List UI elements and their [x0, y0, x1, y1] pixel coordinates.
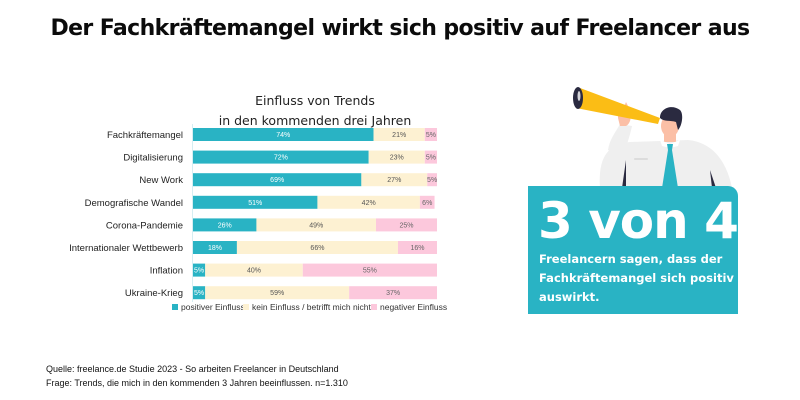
bar-segment-negative: [427, 173, 437, 187]
value-label: 55%: [363, 268, 377, 275]
stat-description: Freelancern sagen, dass der Fachkräftema…: [539, 252, 734, 304]
value-label: 6%: [422, 200, 432, 207]
bar-segment-positive: [193, 263, 206, 277]
bar-segment-positive: [193, 286, 206, 300]
value-label: 37%: [386, 290, 400, 297]
tie-shape: [662, 144, 678, 188]
chart-title-line-2: in den kommenden drei Jahren: [218, 113, 412, 128]
bar-segment-negative: [424, 150, 437, 164]
category-label: Ukraine-Krieg: [125, 288, 183, 299]
legend-label: kein Einfluss / betrifft mich nicht: [252, 302, 372, 312]
value-label: 25%: [399, 222, 413, 229]
bars-group: 74% 21% 5% 72% 23% 5% 69% 27% 5% 51% 42% 6% 26% 49% 25…: [193, 128, 437, 300]
category-label: Corona-Pandemie: [106, 220, 183, 231]
chart-title-line-1: Einfluss von Trends: [255, 93, 375, 108]
bar-segment-positive: [193, 150, 369, 164]
value-label: 51%: [248, 200, 262, 207]
bar-segment-positive: [193, 241, 237, 254]
bar-segment-negative: [349, 286, 437, 300]
bar-segment-neutral: [205, 286, 350, 300]
legend-label: negativer Einfluss: [380, 302, 447, 312]
bar-segment-positive: [193, 173, 362, 187]
legend-swatch: [243, 304, 249, 310]
bar-segment-negative: [376, 218, 437, 232]
bar-segment-neutral: [317, 195, 420, 209]
stat-callout-box: 3 von 4 Freelancern sagen, dass der Fach…: [528, 186, 739, 314]
value-label: 40%: [247, 268, 261, 275]
value-label: 5%: [426, 155, 436, 162]
value-label: 69%: [270, 177, 284, 184]
value-label: 49%: [309, 222, 323, 229]
value-label: 18%: [208, 245, 222, 252]
category-label: Internationaler Wettbewerb: [69, 243, 183, 254]
legend-swatch: [371, 304, 377, 310]
bar-segment-neutral: [205, 263, 303, 277]
bar-segment-negative: [419, 195, 435, 209]
category-labels: Fachkräftemangel Digitalisierung New Work D…: [69, 130, 183, 299]
legend-swatch: [172, 304, 178, 310]
bar-segment-neutral: [373, 128, 425, 141]
value-label: 26%: [218, 222, 232, 229]
bar-segment-positive: [193, 218, 257, 232]
category-label: Inflation: [150, 266, 183, 277]
legend: positiver Einfluss kein Einfluss / betrif…: [172, 302, 447, 312]
category-label: New Work: [139, 175, 183, 186]
stat-big-number: 3 von 4: [538, 192, 739, 250]
bar-segment-positive: [193, 195, 318, 209]
bar-segment-negative: [397, 241, 437, 254]
source-line-1: Quelle: freelance.de Studie 2023 - So ar…: [46, 364, 339, 374]
category-label: Digitalisierung: [123, 153, 183, 164]
man-with-telescope-illustration: [560, 80, 740, 195]
value-label: 5%: [426, 132, 436, 139]
bar-segment-negative: [424, 128, 437, 141]
source-line-2: Frage: Trends, die mich in den kommenden…: [46, 378, 348, 388]
value-label: 21%: [392, 132, 406, 139]
value-label: 27%: [387, 177, 401, 184]
value-label: 5%: [427, 177, 437, 184]
bar-segment-neutral: [256, 218, 376, 232]
bar-segment-positive: [193, 128, 374, 141]
telescope-shape: [576, 88, 660, 124]
category-label: Demografische Wandel: [85, 198, 183, 209]
raised-arm-shape: [608, 124, 632, 156]
bar-segment-neutral: [236, 241, 398, 254]
value-label: 23%: [390, 155, 404, 162]
value-label: 16%: [410, 245, 424, 252]
legend-label: positiver Einfluss: [181, 302, 245, 312]
value-label: 72%: [274, 155, 288, 162]
source-note: Quelle: freelance.de Studie 2023 - So ar…: [46, 362, 348, 390]
bar-segment-negative: [302, 263, 437, 277]
bar-segment-neutral: [361, 173, 428, 187]
value-label: 5%: [194, 268, 204, 275]
value-label: 42%: [362, 200, 376, 207]
chart-title: Einfluss von Trends in den kommenden dre…: [190, 91, 440, 131]
category-label: Fachkräftemangel: [107, 130, 183, 141]
bar-segment-neutral: [368, 150, 425, 164]
hair-shape: [660, 107, 683, 130]
headline: Der Fachkräftemangel wirkt sich positiv …: [50, 16, 750, 41]
value-label: 5%: [194, 290, 204, 297]
value-label: 66%: [310, 245, 324, 252]
value-label: 74%: [276, 132, 290, 139]
value-label: 59%: [270, 290, 284, 297]
